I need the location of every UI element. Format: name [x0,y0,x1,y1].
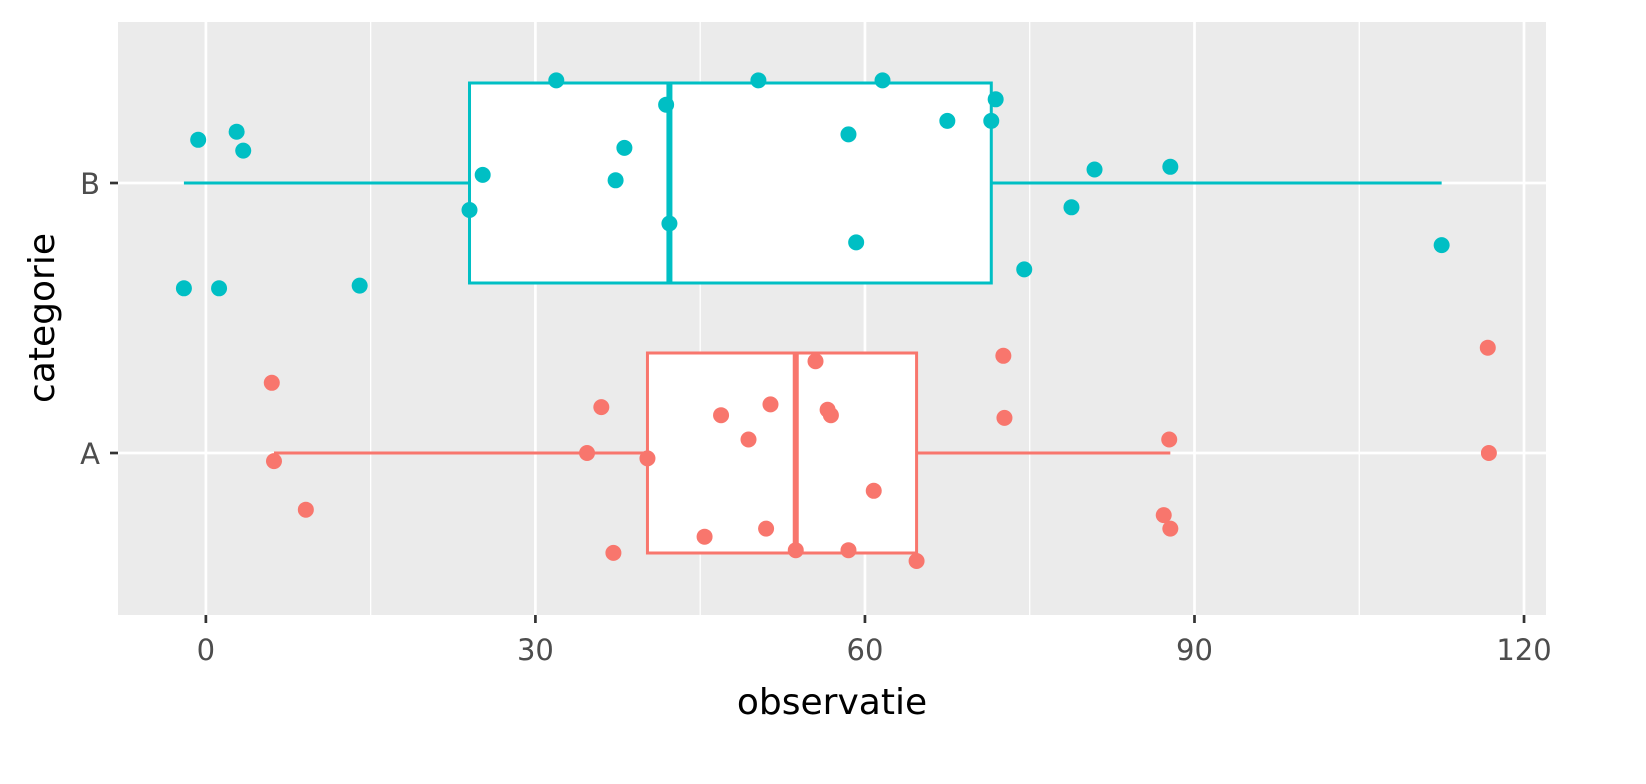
point-B-9 [607,172,624,189]
point-B-10 [616,139,633,156]
point-B-23 [1162,158,1179,175]
x-tick-label-30: 30 [517,633,554,667]
point-A-8 [713,407,730,424]
point-A-20 [996,409,1013,426]
point-B-19 [987,91,1004,108]
point-B-12 [661,215,678,232]
point-B-14 [840,126,857,143]
jitter-points-layer [175,72,1497,569]
point-A-18 [908,553,925,569]
point-B-15 [848,234,865,251]
point-B-18 [983,112,1000,129]
point-A-10 [758,520,775,537]
point-A-13 [807,353,824,370]
point-A-25 [1480,445,1497,461]
y-axis-title: categorie [22,233,63,403]
x-tick-label-60: 60 [847,633,884,667]
y-tick-label-A: A [80,437,100,471]
box-A [273,351,1171,555]
box-iqr-A [645,351,919,555]
point-A-6 [639,450,656,467]
point-A-23 [1162,520,1179,537]
point-B-24 [1433,237,1450,254]
point-B-3 [228,123,245,140]
point-B-20 [1016,261,1033,278]
point-B-8 [548,72,565,89]
point-B-6 [461,202,478,218]
box-B [183,81,1442,285]
box-iqr-B [468,81,993,285]
point-B-11 [658,96,675,113]
point-B-2 [211,280,228,297]
point-A-0 [263,374,280,391]
point-A-11 [762,396,779,413]
y-axis: AB [80,167,118,471]
x-tick-label-120: 120 [1496,633,1551,667]
point-A-22 [1161,431,1178,448]
point-B-17 [939,112,956,129]
point-B-16 [874,72,891,89]
point-A-9 [740,431,757,448]
point-A-5 [605,544,622,561]
point-B-4 [235,142,252,159]
point-A-4 [593,399,610,416]
point-B-22 [1086,161,1103,178]
point-A-21 [1155,507,1172,524]
x-axis: 0 30 60 90 120 [197,615,1552,667]
x-tick-label-0: 0 [197,633,215,667]
y-tick-label-B: B [80,167,100,201]
point-B-1 [190,131,207,148]
x-tick-label-90: 90 [1176,633,1213,667]
point-A-1 [265,453,282,470]
point-B-0 [175,280,192,297]
point-B-7 [474,166,491,183]
x-axis-title: observatie [737,682,927,723]
point-B-21 [1063,199,1080,216]
point-A-2 [297,501,314,518]
point-A-24 [1479,339,1496,356]
point-A-15 [822,407,839,424]
point-A-16 [840,542,857,559]
point-A-17 [865,482,882,499]
point-B-5 [351,277,368,294]
point-A-3 [579,445,596,461]
point-A-12 [787,542,804,559]
point-A-19 [995,347,1012,364]
point-B-13 [750,72,767,89]
point-A-7 [696,528,713,545]
boxplot-layer [183,81,1442,555]
